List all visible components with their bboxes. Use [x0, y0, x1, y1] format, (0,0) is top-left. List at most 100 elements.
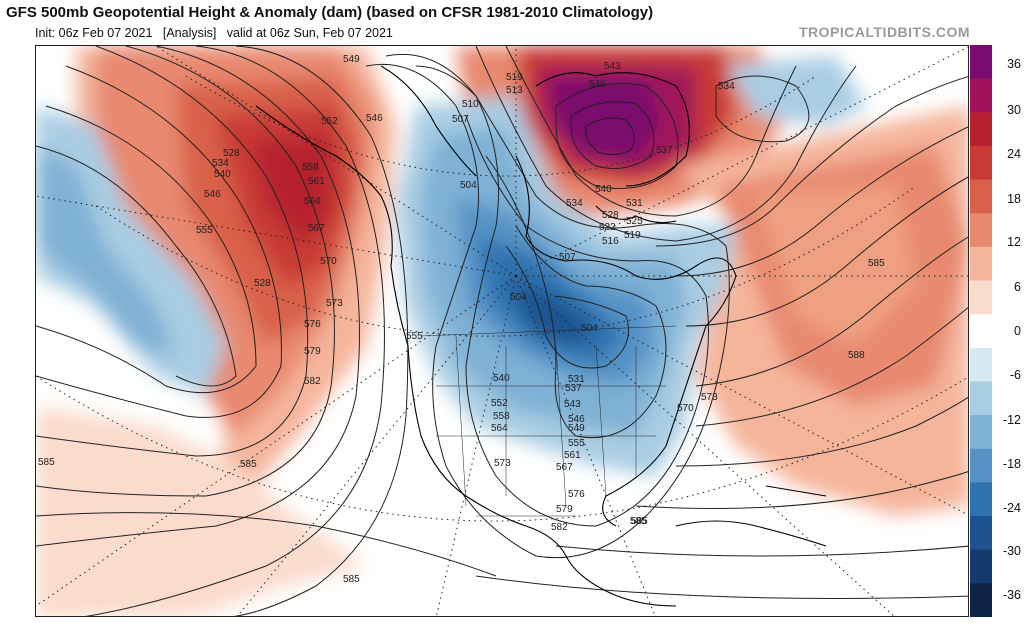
contour-label: 540: [214, 169, 231, 180]
colorbar-swatch: [970, 314, 992, 349]
contour-label: 576: [304, 319, 321, 330]
contour-label: 585: [240, 459, 257, 470]
contour-label: 585: [868, 258, 885, 269]
map-panel: 549 552 546 528 519 513 510 507 504 546 …: [35, 45, 969, 617]
contour-label: 576: [568, 489, 585, 500]
colorbar-tick-label: -12: [1002, 413, 1021, 427]
colorbar-swatch: [970, 112, 992, 147]
contour-label: 570: [677, 403, 694, 414]
colorbar-swatch: [970, 448, 992, 483]
colorbar-swatch: [970, 78, 992, 113]
contour-label: 540: [493, 373, 510, 384]
colorbar-swatch: [970, 145, 992, 181]
colorbar: [970, 45, 992, 618]
colorbar-tick-label: -30: [1002, 544, 1021, 558]
contour-label: 528: [254, 278, 271, 289]
colorbar-swatches: [970, 45, 992, 618]
political-boundaries: [420, 325, 677, 517]
colorbar-swatch: [970, 45, 992, 80]
colorbar-tick-label: 12: [1007, 235, 1021, 249]
contour-label: 504: [510, 292, 527, 303]
colorbar-swatch: [970, 179, 992, 214]
colorbar-swatch: [970, 583, 992, 618]
contour-label: 522: [599, 222, 616, 233]
contour-label: 543: [604, 61, 621, 72]
contour-label: 549: [343, 54, 360, 65]
colorbar-swatch: [970, 246, 992, 282]
colorbar-swatch: [970, 280, 992, 315]
anomaly-shading: [36, 46, 968, 616]
valid-time: valid at 06z Sun, Feb 07 2021: [226, 26, 393, 40]
colorbar-tick-label: 24: [1007, 147, 1021, 161]
contour-label: 579: [556, 504, 573, 515]
contour-label: 546: [568, 414, 585, 425]
contour-label: 555: [196, 225, 213, 236]
colorbar-tick-label: 30: [1007, 103, 1021, 117]
anomaly-map: 549 552 546 528 519 513 510 507 504 546 …: [36, 46, 968, 616]
chart-subtitle: Init: 06z Feb 07 2021 [Analysis] valid a…: [35, 26, 393, 40]
colorbar-swatch: [970, 482, 992, 517]
contour-label: 504: [460, 180, 477, 191]
colorbar-tick-label: -24: [1002, 501, 1021, 515]
contour-label: 582: [304, 376, 321, 387]
colorbar-tick-label: -6: [1009, 368, 1021, 382]
contour-label: 513: [506, 85, 523, 96]
contour-label: 579: [304, 346, 321, 357]
contour-label: 546: [204, 189, 221, 200]
contour-label: 534: [566, 198, 583, 209]
colorbar-swatch: [970, 381, 992, 416]
contour-label: 561: [564, 450, 581, 461]
contour-label: 546: [589, 79, 606, 90]
contour-label: 558: [302, 162, 319, 173]
colorbar-swatch: [970, 415, 992, 450]
colorbar-tick-label: 6: [1014, 280, 1021, 294]
contour-label: 549: [568, 423, 585, 434]
contour-label: 561: [308, 176, 325, 187]
colorbar-swatch: [970, 516, 992, 551]
contour-label: 507: [452, 114, 469, 125]
colorbar-tick-label: -36: [1002, 588, 1021, 602]
contour-label: 573: [326, 298, 343, 309]
source-credit: TROPICALTIDBITS.COM: [798, 24, 970, 40]
contour-label: 558: [493, 411, 510, 422]
init-time: Init: 06z Feb 07 2021: [35, 26, 153, 40]
contour-label: 567: [308, 223, 325, 234]
contour-label: 531: [626, 198, 643, 209]
colorbar-swatch: [970, 549, 992, 584]
contour-label: 555: [568, 438, 585, 449]
contour-label: 555: [406, 331, 423, 342]
contour-label: 537: [565, 383, 582, 394]
contour-label: 531: [568, 374, 585, 385]
colorbar-tick-label: -18: [1002, 457, 1021, 471]
contour-label: 585: [631, 516, 648, 527]
contour-label: 504: [581, 323, 598, 334]
contour-label: 537: [656, 145, 673, 156]
graticule: [36, 46, 968, 616]
contour-label: 534: [212, 158, 229, 169]
contour-label: 588: [848, 350, 865, 361]
contour-labels: 549 552 546 528 519 513 510 507 504 546 …: [38, 54, 885, 585]
coastlines: [255, 65, 827, 607]
contour-label: 552: [321, 116, 338, 127]
contour-label: 516: [602, 236, 619, 247]
contour-label: 510: [462, 99, 479, 110]
contour-label: 573: [701, 392, 718, 403]
contour-label: 519: [506, 72, 523, 83]
colorbar-swatch: [970, 213, 992, 248]
colorbar-tick-label: 0: [1014, 324, 1021, 338]
contour-label: 528: [602, 210, 619, 221]
height-contours: [36, 46, 968, 616]
contour-label: 507: [559, 252, 576, 263]
colorbar-swatch: [970, 347, 992, 382]
contour-label: 573: [494, 458, 511, 469]
contour-label: 570: [320, 256, 337, 267]
contour-label: 585: [630, 516, 647, 527]
contour-label: 534: [718, 81, 735, 92]
contour-label: 525: [626, 216, 643, 227]
contour-label: 540: [595, 184, 612, 195]
contour-label: 552: [491, 398, 508, 409]
contour-label: 585: [38, 457, 55, 468]
colorbar-tick-label: 18: [1007, 192, 1021, 206]
colorbar-labels: 36 30 24 18 12 6 0 -6 -12 -18 -24 -30 -36: [995, 45, 1023, 617]
colorbar-tick-label: 36: [1007, 57, 1021, 71]
